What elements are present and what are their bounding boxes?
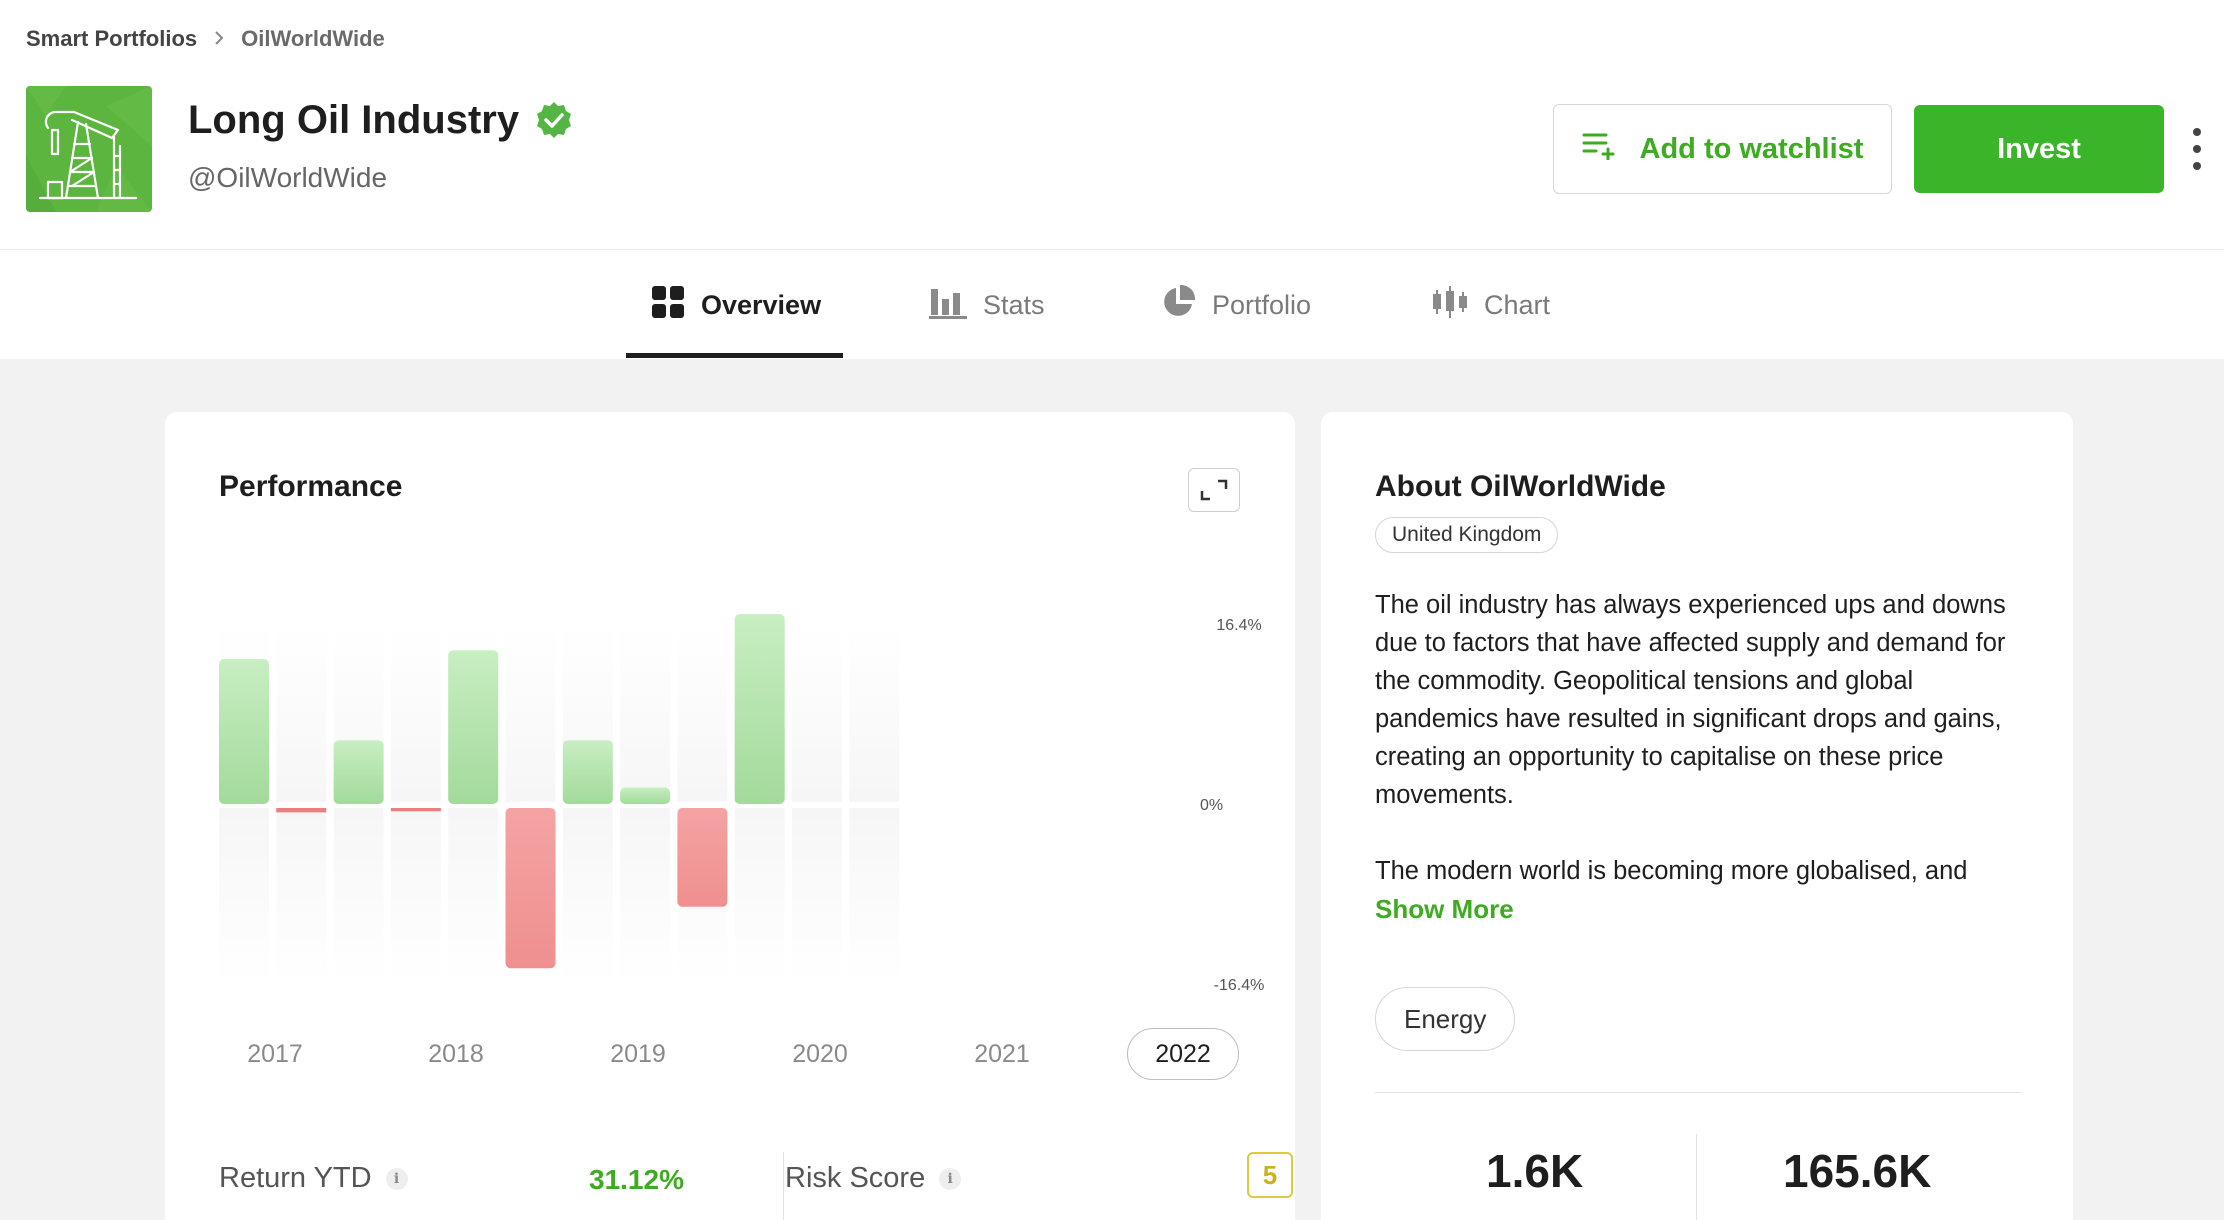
year-button-2019[interactable]: 2019 <box>610 1039 666 1068</box>
bar-background <box>792 624 842 802</box>
grid-icon <box>651 285 685 326</box>
chart-bar[interactable] <box>448 650 499 804</box>
tab-stats[interactable]: Stats <box>929 250 1045 360</box>
year-button-2020[interactable]: 2020 <box>792 1039 848 1068</box>
tab-bar: Overview Stats Portfolio Chart <box>0 249 2224 359</box>
return-ytd-value: 31.12% <box>589 1164 684 1195</box>
chart-bar[interactable] <box>620 787 671 804</box>
tab-portfolio[interactable]: Portfolio <box>1160 250 1311 360</box>
y-tick-label: -16.4% <box>1214 977 1265 994</box>
chart-bar[interactable] <box>333 740 384 804</box>
active-tab-indicator <box>626 353 843 358</box>
chart-bar[interactable] <box>562 740 613 804</box>
year-button-2021[interactable]: 2021 <box>974 1039 1030 1068</box>
chevron-right-icon <box>213 26 225 52</box>
chart-bar[interactable] <box>677 808 728 907</box>
bar-background <box>562 808 613 984</box>
oil-pump-icon <box>26 86 152 212</box>
bar-background <box>219 808 269 984</box>
bar-background <box>390 808 441 984</box>
stat-divider <box>783 1152 784 1220</box>
year-button-2022[interactable]: 2022 <box>1127 1028 1239 1080</box>
portfolio-handle: @OilWorldWide <box>188 162 388 193</box>
sector-tag[interactable]: Energy <box>1375 987 1516 1051</box>
pie-chart-icon <box>1160 284 1196 327</box>
year-button-2018[interactable]: 2018 <box>428 1039 484 1068</box>
bar-background <box>505 624 556 802</box>
title-row: Long Oil Industry <box>188 98 575 143</box>
chart-bar[interactable] <box>276 808 327 813</box>
add-to-watchlist-label: Add to watchlist <box>1639 132 1864 165</box>
stat-divider <box>1696 1134 1697 1220</box>
risk-score-text: Risk Score <box>785 1162 926 1194</box>
add-to-watchlist-button[interactable]: Add to watchlist <box>1553 104 1892 194</box>
watchlist-add-icon <box>1582 130 1618 168</box>
y-tick-label: 16.4% <box>1216 617 1261 634</box>
about-stat: 165.6K <box>1783 1145 1932 1197</box>
tab-chart[interactable]: Chart <box>1432 250 1550 360</box>
bar-background <box>734 808 785 984</box>
performance-card: Performance 16.4% 0% -16.4% Return YTD i 3… <box>165 412 1295 1220</box>
performance-stats-row: Return YTD i 31.12% Risk Score i 5 <box>219 1152 1293 1220</box>
bar-background <box>390 624 441 802</box>
performance-chart: 16.4% 0% -16.4% <box>219 614 1265 994</box>
invest-button[interactable]: Invest <box>1914 105 2164 193</box>
bar-background <box>849 624 900 802</box>
about-card: About OilWorldWide United Kingdom The oi… <box>1321 412 2073 1220</box>
country-badge: United Kingdom <box>1375 517 1559 553</box>
risk-score-label: Risk Score i <box>785 1162 962 1195</box>
info-icon[interactable]: i <box>939 1167 962 1190</box>
year-button-2017[interactable]: 2017 <box>247 1039 303 1068</box>
bar-background <box>333 808 384 984</box>
portfolio-header: Smart Portfolios OilWorldWide Long Oil I… <box>0 0 2224 249</box>
chart-bar[interactable] <box>390 808 441 812</box>
bar-background <box>276 808 327 984</box>
tab-overview-label: Overview <box>701 289 822 320</box>
return-ytd-text: Return YTD <box>219 1162 372 1194</box>
return-ytd-label: Return YTD i <box>219 1162 408 1195</box>
about-description: The oil industry has always experienced … <box>1375 586 2025 928</box>
tab-stats-label: Stats <box>983 289 1045 320</box>
bar-background <box>849 808 900 984</box>
bar-background <box>792 808 842 984</box>
candlestick-icon <box>1432 284 1468 327</box>
verified-badge-icon <box>533 100 575 142</box>
bar-background <box>620 808 671 984</box>
about-title: About OilWorldWide <box>1375 470 1666 503</box>
performance-title: Performance <box>219 470 403 503</box>
bar-chart-icon <box>929 285 967 326</box>
tab-chart-label: Chart <box>1484 289 1551 320</box>
kebab-menu-icon[interactable] <box>2186 128 2208 170</box>
y-tick-label: 0% <box>1200 797 1223 814</box>
chart-bar[interactable] <box>219 659 269 804</box>
bar-background <box>677 624 728 802</box>
bar-background <box>276 624 327 802</box>
info-icon[interactable]: i <box>385 1167 408 1190</box>
breadcrumb: Smart Portfolios OilWorldWide <box>26 26 385 52</box>
breadcrumb-smart-portfolios[interactable]: Smart Portfolios <box>26 26 198 51</box>
chart-bar[interactable] <box>734 614 785 804</box>
risk-score-badge: 5 <box>1247 1152 1293 1198</box>
about-paragraph: The modern world is becoming more global… <box>1375 857 1968 885</box>
portfolio-title: Long Oil Industry <box>188 98 520 142</box>
bar-background <box>448 808 499 984</box>
about-stat: 1.6K <box>1486 1145 1584 1197</box>
chart-bar[interactable] <box>505 808 556 969</box>
tab-overview[interactable]: Overview <box>651 250 821 360</box>
about-paragraph: The oil industry has always experienced … <box>1375 591 2006 809</box>
breadcrumb-current[interactable]: OilWorldWide <box>241 26 385 51</box>
divider <box>1375 1092 2021 1093</box>
tab-portfolio-label: Portfolio <box>1212 289 1312 320</box>
bar-background <box>620 624 671 802</box>
show-more-link[interactable]: Show More <box>1375 894 1514 924</box>
expand-icon[interactable] <box>1188 468 1240 512</box>
